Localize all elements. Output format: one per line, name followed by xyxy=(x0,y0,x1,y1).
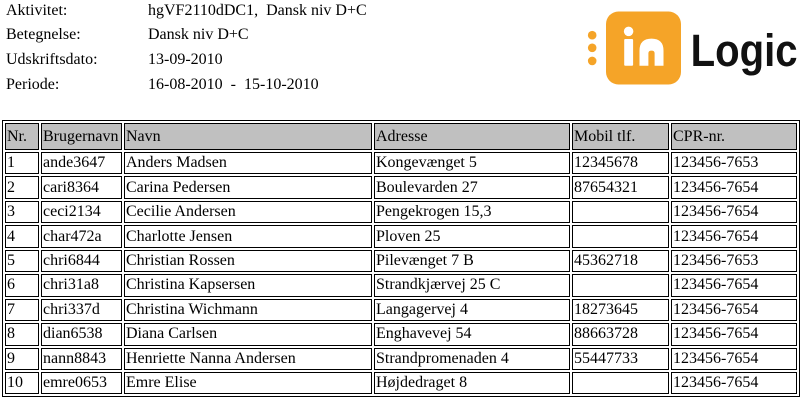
svg-text:Logic: Logic xyxy=(691,25,798,76)
